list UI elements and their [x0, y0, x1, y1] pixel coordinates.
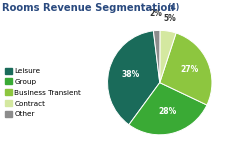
Text: 27%: 27%: [180, 65, 199, 74]
Wedge shape: [129, 83, 207, 135]
Wedge shape: [160, 33, 212, 105]
Wedge shape: [160, 30, 176, 83]
Text: 2%: 2%: [149, 9, 162, 18]
Text: (4): (4): [168, 3, 180, 12]
Text: 5%: 5%: [164, 14, 177, 23]
Wedge shape: [153, 30, 160, 83]
Legend: Leisure, Group, Business Transient, Contract, Other: Leisure, Group, Business Transient, Cont…: [4, 66, 83, 119]
Wedge shape: [108, 31, 160, 125]
Text: 38%: 38%: [121, 71, 140, 80]
Text: Rooms Revenue Segmentation: Rooms Revenue Segmentation: [2, 3, 175, 13]
Text: 28%: 28%: [158, 107, 176, 116]
